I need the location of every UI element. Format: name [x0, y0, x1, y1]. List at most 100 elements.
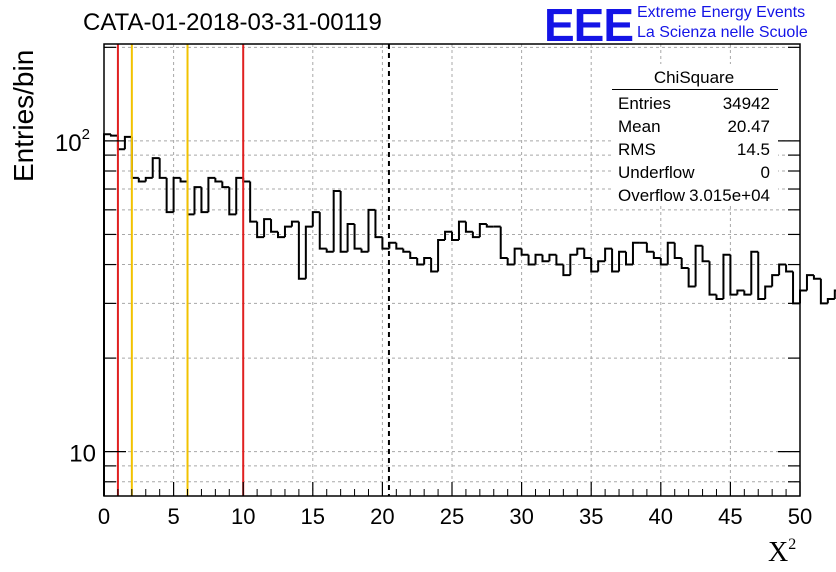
histogram-bin [652, 251, 661, 259]
histogram-bin [444, 230, 452, 240]
histogram-bin [576, 247, 585, 255]
histogram-bin [207, 176, 216, 213]
histogram-bin [701, 245, 710, 263]
histogram-bin [374, 209, 383, 239]
logo-tagline-2: La Scienza nelle Scuole [637, 24, 808, 41]
y-axis-label: Entries/bin [8, 49, 39, 182]
histogram-bin [687, 267, 696, 288]
histogram-bin [451, 231, 459, 241]
histogram-bin [457, 220, 466, 240]
histogram-bin [200, 187, 209, 214]
x-axis-label-sup: 2 [788, 536, 797, 553]
histogram-bin [346, 223, 355, 252]
histogram-bin [778, 263, 787, 276]
x-tick-label: 30 [509, 504, 533, 529]
histogram-bin [263, 218, 272, 238]
histogram-bin [360, 248, 369, 253]
stats-value: 3.015e+04 [689, 186, 770, 205]
histogram-bin [388, 241, 397, 249]
histogram-bin [478, 223, 487, 238]
histogram-bin [409, 251, 418, 259]
stats-key: Overflow [618, 186, 686, 205]
stats-value: 14.5 [736, 140, 770, 159]
histogram-bin [116, 135, 125, 151]
x-tick-label: 35 [579, 504, 603, 529]
x-tick-label: 20 [370, 504, 394, 529]
stats-key: Mean [618, 117, 661, 136]
histogram-bin [353, 224, 362, 250]
x-axis-label: X2 [768, 536, 796, 569]
histogram-bin [659, 257, 668, 266]
eee-logo: EEE [544, 0, 634, 51]
x-tick-label: 50 [788, 504, 812, 529]
histogram-bin [499, 226, 508, 259]
stats-value: 34942 [722, 94, 770, 113]
histogram-bin [325, 248, 334, 253]
histogram-bin [172, 176, 181, 213]
histogram-bin [402, 248, 411, 253]
y-tick-label-exponent: 2 [82, 126, 90, 143]
logo-tagline-1: Extreme Energy Events [637, 4, 806, 21]
histogram-bin [715, 294, 724, 300]
stats-value: 0 [760, 163, 770, 182]
histogram-bin [290, 220, 299, 227]
stats-key: Underflow [618, 163, 695, 182]
histogram-bin [214, 177, 223, 183]
histogram-bin [506, 257, 515, 266]
histogram-bin [179, 177, 188, 183]
chart-title: CATA-01-2018-03-31-00119 [83, 9, 382, 36]
histogram-bin [123, 135, 132, 150]
stats-value: 20.47 [727, 117, 770, 136]
histogram-bin [144, 176, 153, 182]
histogram-bin [757, 251, 766, 300]
histogram-bin [812, 275, 821, 280]
histogram-bin [235, 176, 244, 215]
histogram-bin [826, 297, 835, 304]
histogram-bin [256, 221, 265, 239]
histogram-bin [311, 211, 320, 227]
histogram-bin [249, 181, 258, 223]
histogram-bin [270, 219, 278, 233]
histogram-bin [743, 290, 752, 296]
histogram-bin [193, 186, 202, 215]
histogram-bin [277, 231, 285, 239]
histogram-bin [548, 253, 557, 262]
histogram-bin [423, 256, 432, 265]
histogram-bin [283, 225, 292, 238]
histogram-bin [771, 274, 780, 287]
histogram-bin [158, 158, 167, 179]
histogram-bin [381, 237, 390, 250]
histogram-bin [304, 225, 313, 279]
histogram-bin [471, 231, 480, 239]
histogram-bin [819, 278, 828, 305]
histogram-bin [242, 177, 251, 183]
histogram-bin [694, 244, 703, 287]
histogram-bin [395, 242, 404, 250]
histogram-bin [339, 190, 348, 253]
histogram-bin [228, 187, 237, 216]
stats-box-divider [612, 89, 778, 90]
histogram-bin [750, 250, 759, 295]
histogram-bin [680, 257, 689, 269]
y-tick-label: 102 [55, 126, 90, 157]
histogram-bin [332, 189, 341, 252]
histogram-bin [785, 264, 794, 273]
histogram-bin [430, 257, 439, 273]
histogram-bin [109, 134, 118, 137]
histogram-bin [485, 224, 494, 228]
histogram-bin [151, 157, 160, 178]
x-tick-label: 40 [649, 504, 673, 529]
x-tick-label: 0 [98, 504, 110, 529]
histogram-bin [541, 254, 550, 263]
marker-lines-layer [116, 44, 390, 496]
histogram-bin [297, 221, 306, 280]
x-tick-label: 15 [301, 504, 325, 529]
histogram-bin [520, 248, 529, 256]
histogram-bin [631, 241, 640, 265]
x-tick-label: 5 [167, 504, 179, 529]
histogram-bin [618, 250, 626, 272]
histogram-bin [611, 248, 620, 273]
histogram-bin [792, 271, 800, 305]
